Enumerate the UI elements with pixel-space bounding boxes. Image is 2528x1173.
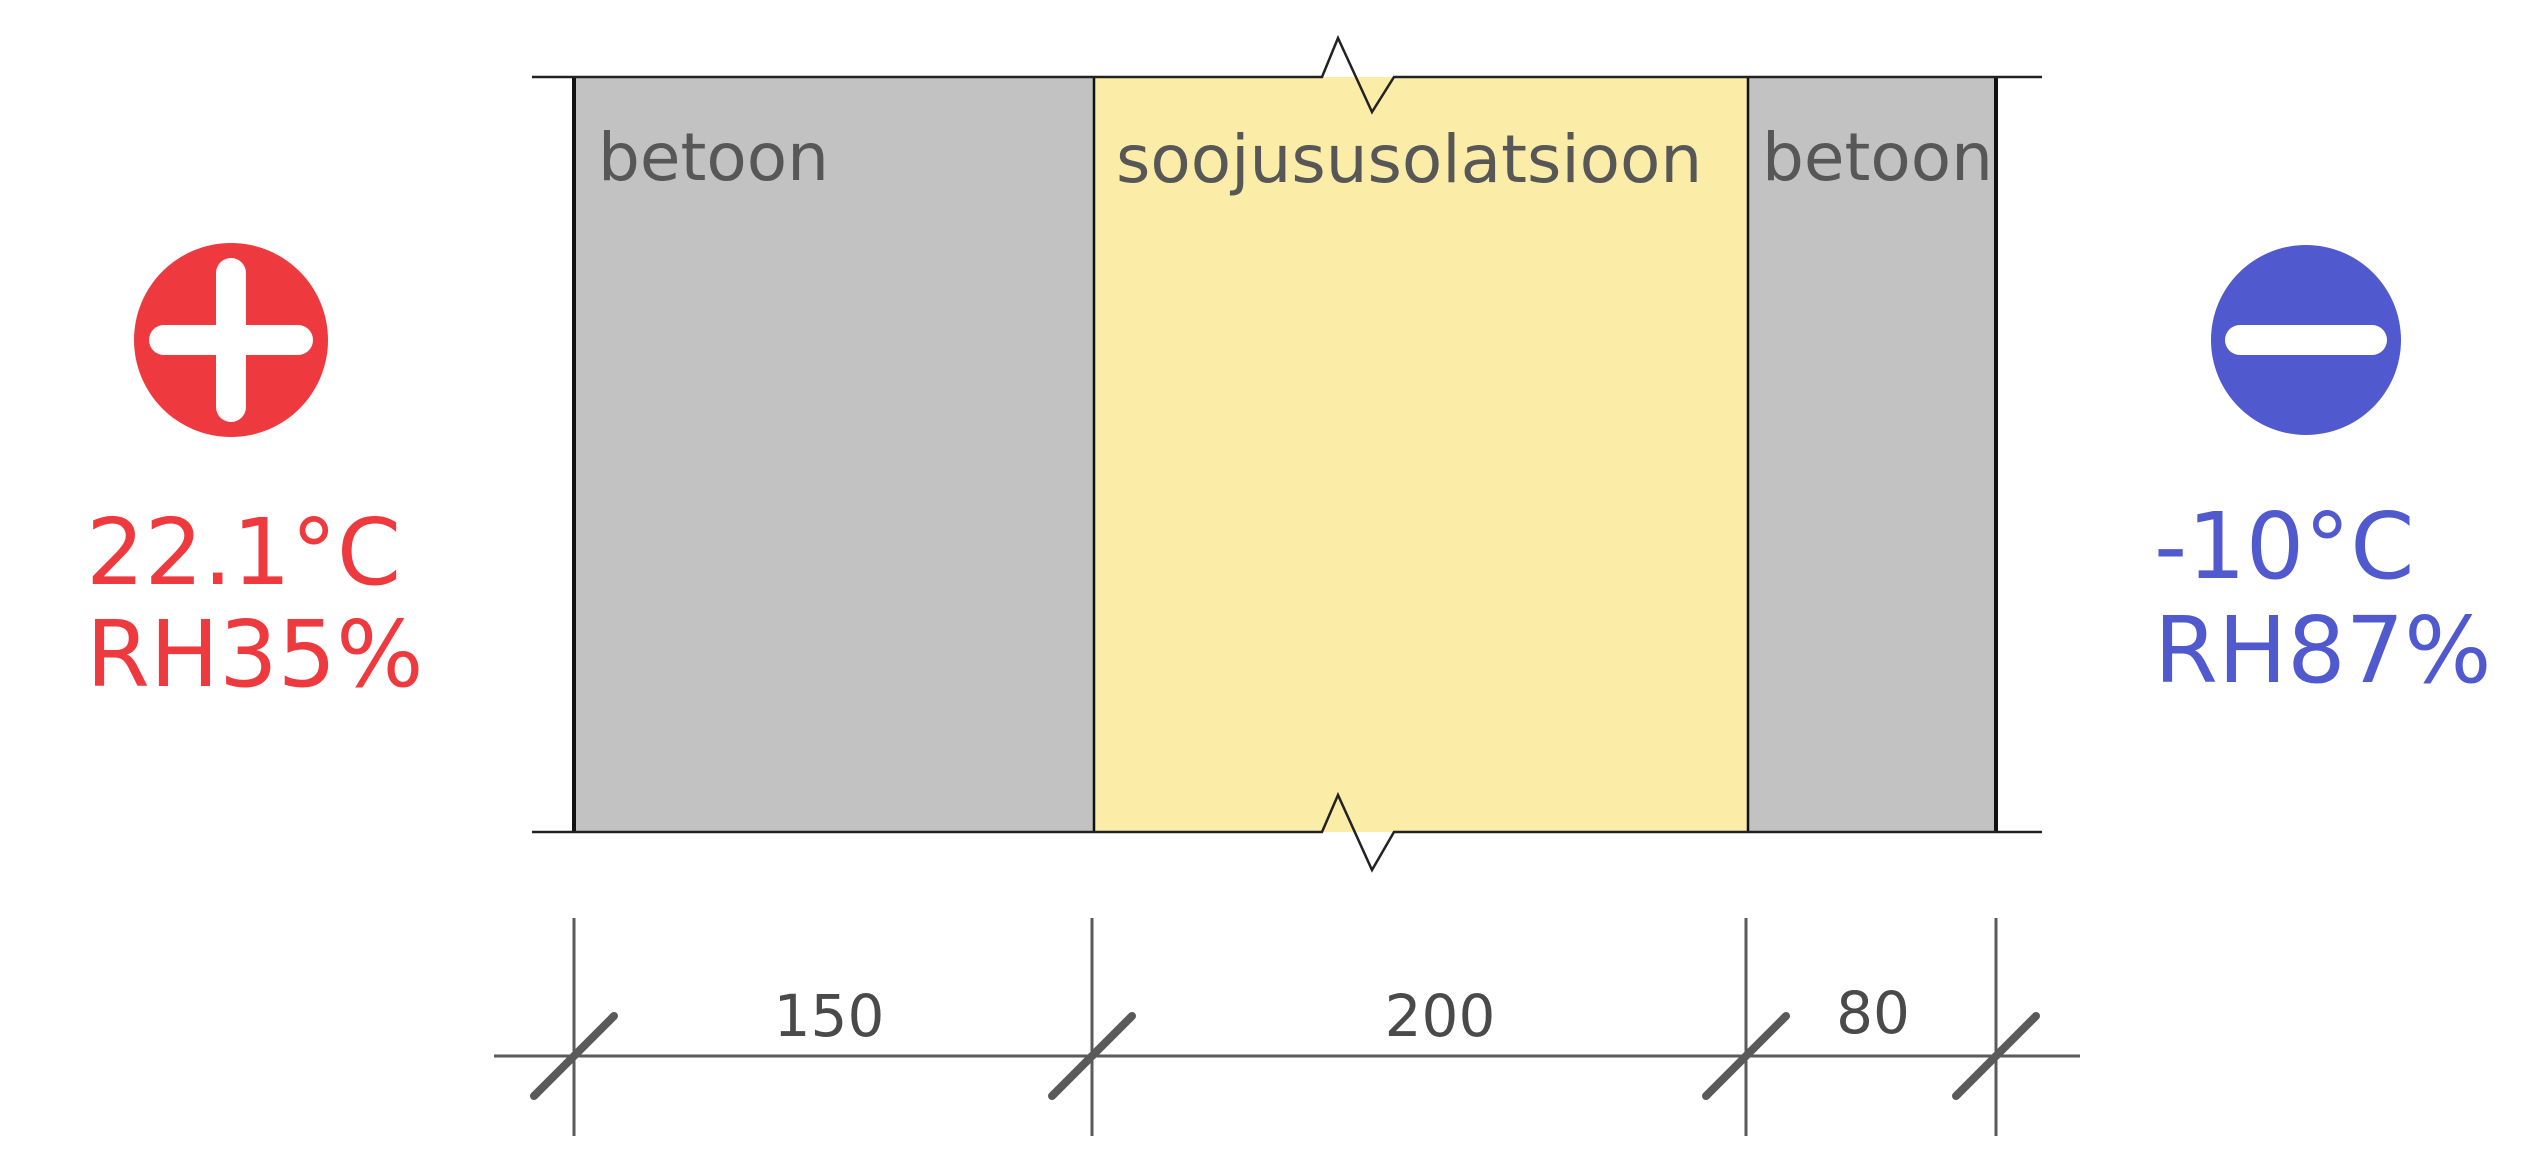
dimension-value-3: 80 [1836,979,1910,1047]
layer-label-2: soojususolatsioon [1116,121,1702,198]
layer-boundaries [572,77,1998,832]
dimension-ticks [530,1012,2040,1100]
layer-concrete-outer [1748,77,1996,832]
bottom-break-line [532,791,2042,873]
layer-concrete-inner [574,77,1094,832]
dimension-value-1: 150 [774,982,885,1050]
inside-humidity: RH35% [86,601,424,708]
outside-temperature: -10°C [2154,493,2415,600]
layer-label-1: betoon [598,119,829,196]
dimension-tick [1048,1012,1136,1100]
minus-circle-icon [2211,245,2401,435]
plus-circle-icon [134,243,328,437]
outside-humidity: RH87% [2154,597,2492,704]
dimension-tick [530,1012,618,1100]
dimension-value-2: 200 [1385,982,1496,1050]
layer-label-3: betoon [1762,119,1993,196]
break-lines [532,34,2042,873]
dimension-chain [494,918,2080,1136]
top-break-line [532,34,2042,115]
layer-insulation [1094,77,1748,832]
dimension-tick [1952,1012,2040,1100]
dimension-tick [1702,1012,1790,1100]
inside-temperature: 22.1°C [86,499,401,606]
